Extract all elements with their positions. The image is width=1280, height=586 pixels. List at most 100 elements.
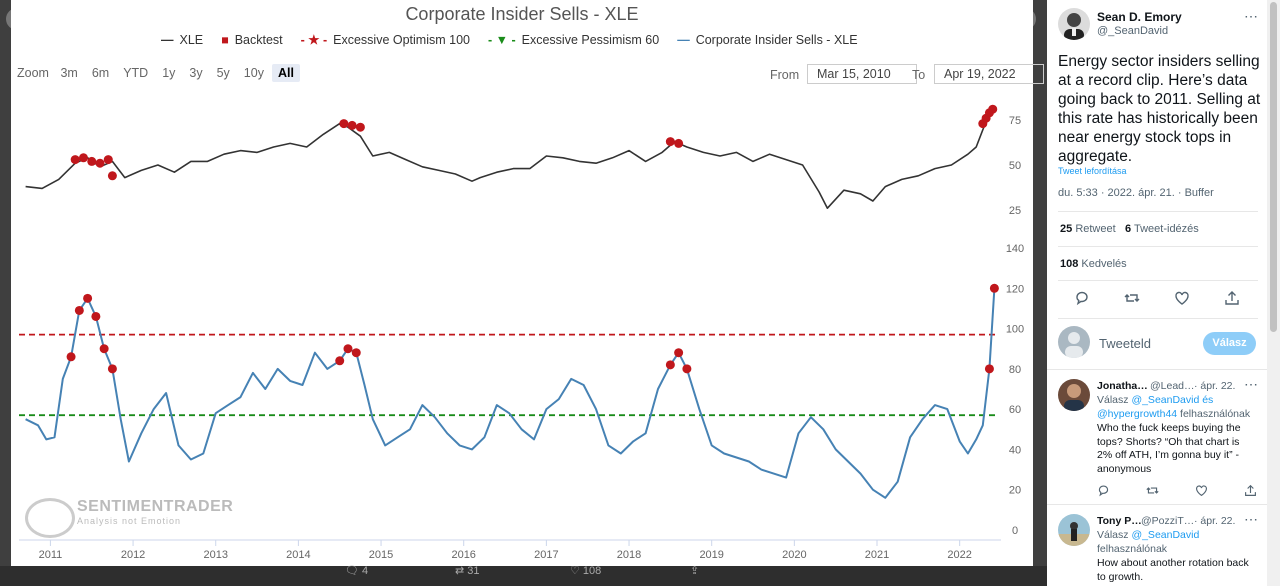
backtest-marker [78,153,88,163]
backtest-marker [682,364,692,374]
from-label: From [770,68,800,82]
watermark-subtitle: Analysis not Emotion [77,516,182,526]
reply-avatar[interactable] [1058,379,1090,411]
x-tick-label: 2015 [369,549,393,561]
reply-icon[interactable] [1097,484,1110,497]
x-tick-label: 2012 [121,549,145,561]
legend-marker-icon: - ★ - [300,33,328,47]
zoom-option-ytd[interactable]: YTD [123,66,149,80]
to-date-input[interactable]: Apr 19, 2022 [934,64,1044,84]
backtest-marker [351,348,361,358]
replying-to: Válasz @_SeanDavid felhasználónak [1097,529,1200,555]
legend-item[interactable]: - ★ - Excessive Optimism 100 [300,33,470,47]
backtest-marker [66,352,76,362]
bottom-y-tick-label: 60 [1009,404,1021,416]
top-y-tick-label: 25 [1009,205,1021,217]
viewer-retweet-count[interactable]: ⇄ 31 [455,565,480,577]
legend-item[interactable]: — XLE [161,33,204,47]
watermark-title: SENTIMENTRADER [77,498,234,515]
reply-author-name[interactable]: Tony P… [1097,515,1142,527]
reply-author-handle[interactable]: @Lead… [1150,380,1195,392]
divider [1058,280,1258,281]
x-tick-label: 2014 [286,549,310,561]
bottom-y-tick-label: 120 [1006,283,1024,295]
reply-avatar[interactable] [1058,514,1090,546]
reply-icon[interactable] [1074,290,1090,306]
series-line-xle [25,110,992,209]
zoom-option-3y[interactable]: 3y [189,66,203,80]
backtest-marker [74,305,84,315]
zoom-option-5y[interactable]: 5y [216,66,230,80]
bottom-y-tick-label: 140 [1006,243,1024,255]
backtest-marker [674,138,684,148]
backtest-marker [355,122,365,132]
tweet-meta: du. 5:33 · 2022. ápr. 21. · Buffer [1058,187,1214,199]
reply-time[interactable]: · ápr. 22. [1194,380,1236,392]
chart-svg: 25 50 75 0 20 40 60 80 100 120 140 2011 2012 2013 2014… [19,104,1024,561]
top-y-tick-label: 50 [1009,160,1021,172]
author-avatar[interactable] [1058,8,1090,40]
chart-legend: — XLE ■ Backtest - ★ - Excessive Optimism 100… [161,32,876,47]
reply-time[interactable]: · ápr. 22. [1194,515,1236,527]
viewer-like-count[interactable]: ♡ 108 [570,565,602,577]
viewer-share-icon[interactable]: ⇪ [690,565,700,577]
x-tick-label: 2021 [865,549,889,561]
viewer-reply-count[interactable]: 🗨 4 [345,565,369,577]
legend-marker-icon: — [161,33,174,47]
legend-item[interactable]: - ▼ - Excessive Pessimism 60 [487,33,660,47]
like-icon[interactable] [1195,484,1208,497]
retweet-icon[interactable] [1124,290,1140,306]
backtest-marker [339,119,349,129]
to-label: To [912,68,926,82]
zoom-option-3m[interactable]: 3m [60,66,78,80]
share-icon[interactable] [1224,290,1240,306]
retweets-stat[interactable]: 25 Retweet [1060,223,1116,235]
backtest-marker [87,156,97,166]
translate-link[interactable]: Tweet lefordítása [1058,166,1127,176]
backtest-marker [989,283,999,293]
backtest-marker [83,293,93,303]
bottom-y-tick-label: 80 [1009,364,1021,376]
compose-reply-input[interactable]: Tweeteld [1099,336,1152,351]
backtest-marker [347,120,357,130]
more-icon[interactable]: ⋯ [1244,376,1258,392]
replying-to: Válasz @_SeanDavid és @hypergrowth44 fel… [1097,394,1251,420]
more-icon[interactable]: ⋯ [1244,8,1258,24]
backtest-marker [107,364,117,374]
share-icon[interactable] [1244,484,1257,497]
backtest-marker [665,360,675,370]
likes-stat[interactable]: 108 Kedvelés [1060,258,1127,270]
quotes-stat[interactable]: 6 Tweet-idézés [1125,223,1199,235]
x-tick-label: 2019 [699,549,723,561]
author-name[interactable]: Sean D. Emory [1097,10,1182,24]
author-handle[interactable]: @_SeanDavid [1097,25,1169,37]
bottom-y-tick-label: 100 [1006,324,1024,336]
legend-item[interactable]: ■ Backtest [221,33,283,47]
zoom-option-1y[interactable]: 1y [162,66,176,80]
reply-button[interactable]: Válasz [1203,332,1256,355]
zoom-label: Zoom [17,66,49,80]
default-avatar-icon [1065,332,1083,358]
from-date-input[interactable]: Mar 15, 2010 [807,64,917,84]
bottom-y-tick-label: 20 [1009,485,1021,497]
reply-author-name[interactable]: Jonatha… [1097,380,1148,392]
retweet-icon[interactable] [1146,484,1159,497]
zoom-option-all[interactable]: All [271,64,300,82]
more-icon[interactable]: ⋯ [1244,511,1258,527]
like-icon[interactable] [1174,290,1190,306]
backtest-marker [70,155,80,165]
scrollbar-thumb[interactable] [1270,2,1277,332]
scrollbar[interactable] [1267,0,1280,586]
reply-author-handle[interactable]: @PozziT… [1141,515,1195,527]
divider [1058,318,1258,319]
backtest-marker [91,311,101,321]
x-tick-label: 2016 [451,549,475,561]
zoom-option-6m[interactable]: 6m [91,66,110,80]
divider [1047,504,1267,505]
legend-marker-icon: - ▼ - [487,33,516,47]
zoom-option-10y[interactable]: 10y [243,66,264,80]
divider [1058,211,1258,212]
legend-item[interactable]: — Corporate Insider Sells - XLE [677,33,858,47]
tweet-text: Energy sector insiders selling at a reco… [1058,53,1261,165]
top-y-tick-label: 75 [1009,115,1021,127]
